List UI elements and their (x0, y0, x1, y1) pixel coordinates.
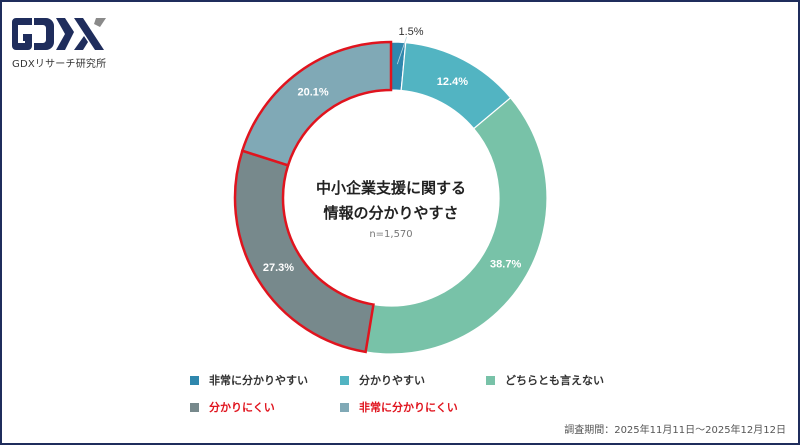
segment-label: 27.3% (263, 262, 294, 274)
segment-label: 38.7% (490, 258, 521, 270)
leader-line (396, 36, 408, 65)
legend-item: 非常に分かりやすい (190, 372, 308, 388)
chart-title-line-1: 中小企業支援に関する (315, 179, 466, 197)
legend-label: 非常に分かりやすい (209, 374, 308, 387)
sample-size: n=1,570 (369, 229, 413, 240)
legend-item: 非常に分かりにくい (340, 399, 458, 415)
legend-swatch-icon (340, 375, 349, 385)
donut-segment (364, 96, 548, 355)
legend-swatch-icon (340, 402, 349, 412)
donut-segment (240, 40, 393, 167)
legend-swatch-icon (486, 375, 495, 385)
legend-item: どちらとも言えない (486, 372, 604, 388)
legend-item: 分かりにくい (190, 399, 275, 415)
legend-swatch-icon (190, 402, 199, 412)
chart-title-line-2: 情報の分かりやすさ (323, 204, 459, 222)
legend-label: 非常に分かりにくい (359, 401, 458, 414)
segment-label: 12.4% (437, 76, 468, 88)
segment-label: 20.1% (297, 86, 328, 98)
segment-label: 1.5% (398, 26, 423, 38)
legend-label: 分かりにくい (209, 401, 275, 414)
chart-title: 中小企業支援に関する 情報の分かりやすさ (291, 176, 491, 226)
legend-label: どちらとも言えない (505, 374, 604, 387)
legend-item: 分かりやすい (340, 372, 425, 388)
legend-label: 分かりやすい (359, 374, 425, 387)
gdx-logo (12, 18, 106, 50)
survey-period: 調査期間：2025年11月11日～2025年12月12日 (564, 425, 786, 436)
legend-swatch-icon (190, 375, 199, 385)
logo-subtitle: GDXリサーチ研究所 (12, 59, 107, 70)
